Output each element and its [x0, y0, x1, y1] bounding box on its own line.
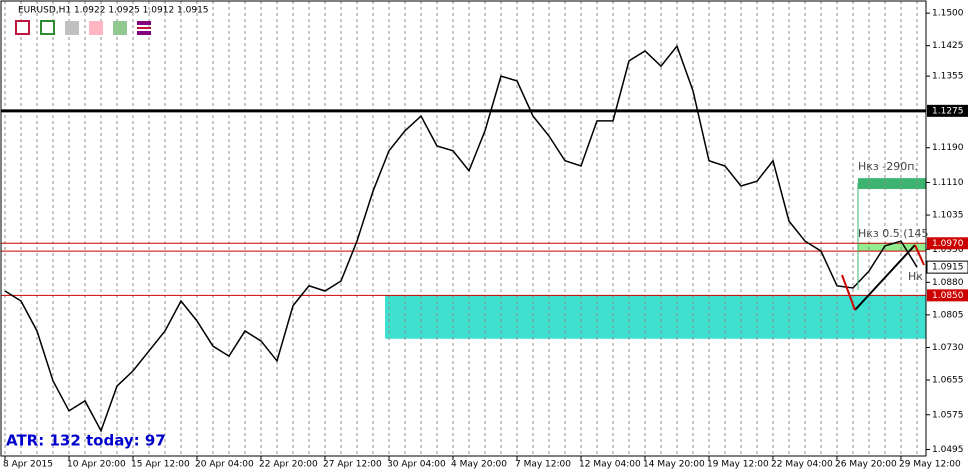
level-label: 1.1275	[932, 106, 964, 116]
level-tag	[927, 104, 968, 117]
x-tick-label: 15 Apr 12:00	[131, 460, 190, 470]
annotation: Нк	[908, 270, 923, 283]
trendline	[854, 244, 916, 311]
icon[interactable]	[137, 21, 151, 25]
level-label: 1.0850	[932, 291, 964, 301]
toolbar-icons	[15, 20, 151, 35]
x-tick-label: 12 May 04:00	[579, 460, 641, 470]
zone	[858, 243, 926, 252]
x-tick-label: 29 May 12:00	[899, 460, 961, 470]
x-tick-label: 10 Apr 20:00	[67, 460, 126, 470]
icon[interactable]	[15, 20, 30, 35]
x-tick-label: 8 Apr 2015	[3, 460, 53, 470]
y-tick-label: 1.0956	[932, 245, 964, 255]
x-tick-label: 4 May 20:00	[451, 460, 507, 470]
trendline	[914, 244, 925, 266]
y-tick-label: 1.1110	[932, 178, 964, 188]
price-line	[4, 44, 918, 433]
trendline	[841, 274, 856, 311]
x-tick-label: 27 Apr 12:00	[323, 460, 382, 470]
current-price-tag	[926, 260, 968, 274]
zone	[385, 295, 926, 339]
y-tick-label: 1.0880	[932, 278, 964, 288]
y-tick-label: 1.0730	[932, 343, 964, 353]
x-tick-label: 20 Apr 04:00	[195, 460, 254, 470]
x-tick-label: 14 May 20:00	[643, 460, 705, 470]
x-tick-label: 19 May 12:00	[707, 460, 769, 470]
icon[interactable]	[137, 27, 151, 29]
y-tick-label: 1.1500	[932, 9, 964, 19]
icon[interactable]	[137, 31, 151, 35]
x-tick-label: 7 May 12:00	[515, 460, 571, 470]
y-tick-label: 1.1355	[932, 72, 964, 82]
level-label: 1.0970	[932, 239, 964, 249]
plot-frame	[0, 0, 927, 457]
icon[interactable]	[65, 21, 79, 35]
y-tick-label: 1.0575	[932, 410, 964, 420]
annotation: Нкз -290п.	[858, 160, 918, 173]
icon[interactable]	[40, 20, 55, 35]
annotation: Нкз 0.5 (145	[858, 227, 929, 240]
trendlines	[841, 183, 925, 311]
y-tick-label: 1.0655	[932, 376, 964, 386]
y-tick-label: 1.1425	[932, 41, 964, 51]
plot-layer	[1, 1, 926, 460]
atr-label: ATR: 132 today: 97	[6, 432, 166, 450]
icon[interactable]	[89, 21, 103, 35]
y-tick-label: 1.1035	[932, 211, 964, 221]
zone	[858, 178, 926, 189]
x-tick-label: 30 Apr 04:00	[387, 460, 446, 470]
x-tick-label: 22 Apr 20:00	[259, 460, 318, 470]
y-tick-label: 1.0805	[932, 310, 964, 320]
x-tick-label: 26 May 20:00	[835, 460, 897, 470]
y-tick-label: 1.1190	[932, 143, 964, 153]
y-tick-label: 1.0495	[932, 445, 964, 455]
level-tag	[927, 237, 968, 250]
current-price-label: 1.0915	[932, 263, 964, 273]
level-tag	[927, 289, 968, 302]
x-tick-label: 22 May 04:00	[771, 460, 833, 470]
chart-title: EURUSD,H1 1.0922 1.0925 1.0912 1.0915	[18, 6, 209, 16]
icon[interactable]	[113, 21, 127, 35]
